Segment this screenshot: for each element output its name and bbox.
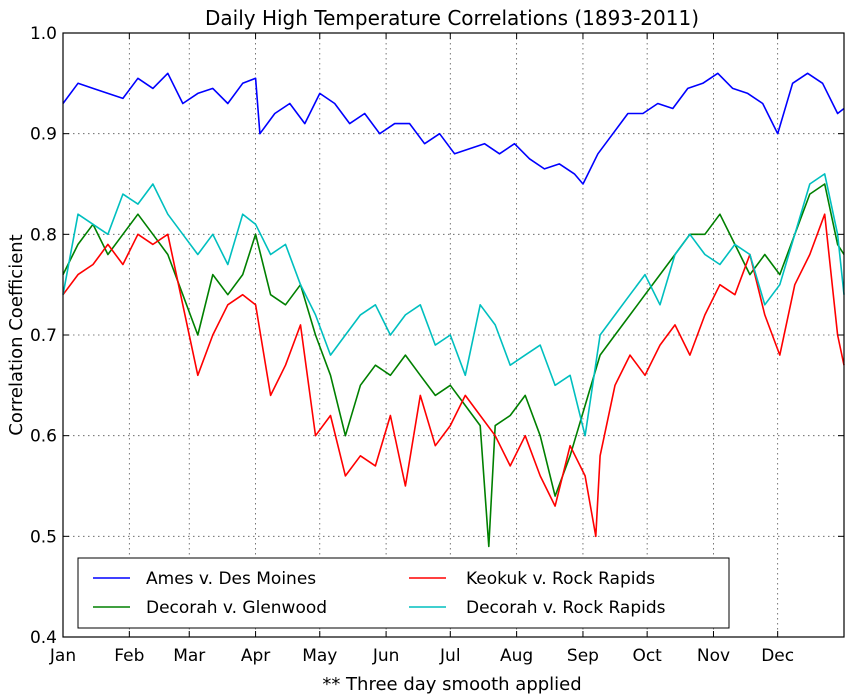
x-tick-labels: Jan Feb Mar Apr May Jun Jul Aug Sep Oct Nov Dec [49, 646, 794, 666]
x-tick-label: Apr [241, 646, 270, 666]
legend-label-keokuk-rock-rapids: Keokuk v. Rock Rapids [466, 569, 655, 589]
series-line-keokuk-v-rock-rapids [62, 213, 845, 538]
x-tick-label: May [302, 646, 337, 666]
x-tick-label: Feb [114, 646, 144, 666]
legend-label-decorah-rock-rapids: Decorah v. Rock Rapids [466, 598, 666, 618]
x-tick-label: Mar [173, 646, 205, 666]
series-lines [62, 72, 845, 548]
y-tick-label: 0.6 [30, 427, 57, 447]
series-line-decorah-v-glenwood [62, 183, 845, 548]
axis-ticks [62, 32, 844, 638]
y-tick-label: 0.5 [30, 527, 57, 547]
x-tick-label: Jan [49, 646, 76, 666]
x-tick-label: Dec [761, 646, 794, 666]
series-line-ames-v-des-moines [62, 72, 845, 185]
y-tick-labels: 0.4 0.5 0.6 0.7 0.8 0.9 1.0 [30, 24, 57, 648]
chart-title: Daily High Temperature Correlations (189… [205, 6, 699, 30]
x-tick-label: Jun [372, 646, 400, 666]
y-tick-label: 0.7 [30, 326, 57, 346]
grid [63, 33, 844, 637]
x-tick-label: Sep [567, 646, 599, 666]
y-axis-title: Correlation Coefficient [6, 234, 27, 435]
x-tick-label: Oct [632, 646, 662, 666]
y-tick-label: 0.8 [30, 225, 57, 245]
legend: Ames v. Des Moines Decorah v. Glenwood K… [77, 557, 730, 629]
x-tick-label: Jul [439, 646, 461, 666]
legend-box [77, 557, 730, 629]
x-tick-label: Aug [500, 646, 533, 666]
series-line-decorah-v-rock-rapids [62, 173, 845, 437]
x-tick-label: Nov [697, 646, 730, 666]
y-tick-label: 0.9 [30, 125, 57, 145]
y-tick-label: 1.0 [30, 24, 57, 44]
y-tick-label: 0.4 [30, 628, 57, 648]
legend-label-decorah-glenwood: Decorah v. Glenwood [146, 598, 327, 618]
x-axis-title: ** Three day smooth applied [322, 674, 581, 695]
legend-label-ames-des-moines: Ames v. Des Moines [146, 569, 316, 589]
